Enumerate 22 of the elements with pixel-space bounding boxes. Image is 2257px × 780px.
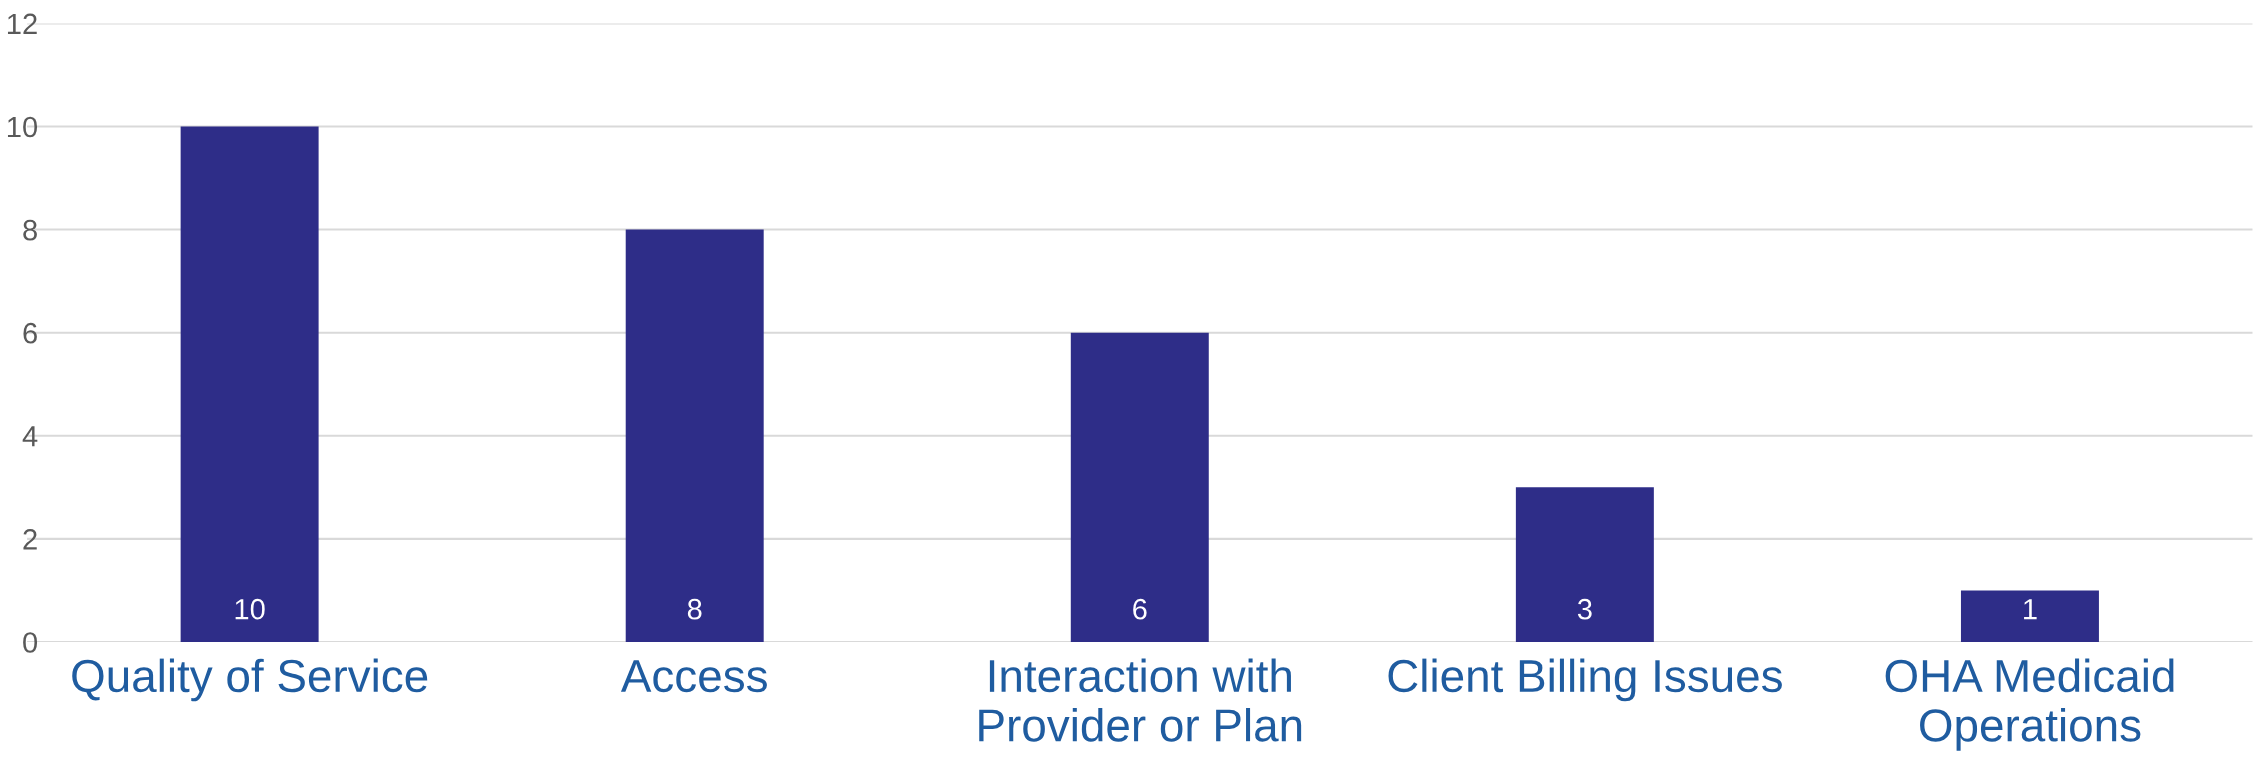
data-label: 6 (1133, 598, 1147, 620)
bar (1070, 332, 1209, 642)
x-tick-label: Access (620, 660, 767, 693)
bar (1515, 487, 1654, 642)
data-label: 8 (687, 598, 702, 620)
bar (625, 229, 764, 642)
bar (180, 126, 319, 642)
y-tick-label: 8 (23, 219, 37, 241)
y-tick-label: 2 (23, 529, 37, 550)
data-label: 1 (2024, 599, 2037, 620)
data-label: 10 (235, 598, 265, 620)
x-tick-label: Quality of Service (72, 658, 428, 702)
y-tick-label: 0 (23, 632, 38, 653)
y-tick-label: 12 (7, 13, 37, 34)
bar (1960, 590, 2099, 642)
x-tick-label: Client Billing Issues (1388, 658, 1782, 702)
y-tick-label: 6 (23, 322, 37, 344)
y-tick-label: 4 (22, 426, 38, 447)
x-tick-label: Interaction with Provider or Plan (979, 658, 1302, 742)
x-tick-label: OHA Medicaid Operations (1885, 658, 2174, 751)
data-label: 3 (1577, 598, 1592, 620)
y-tick-label: 10 (7, 116, 38, 138)
